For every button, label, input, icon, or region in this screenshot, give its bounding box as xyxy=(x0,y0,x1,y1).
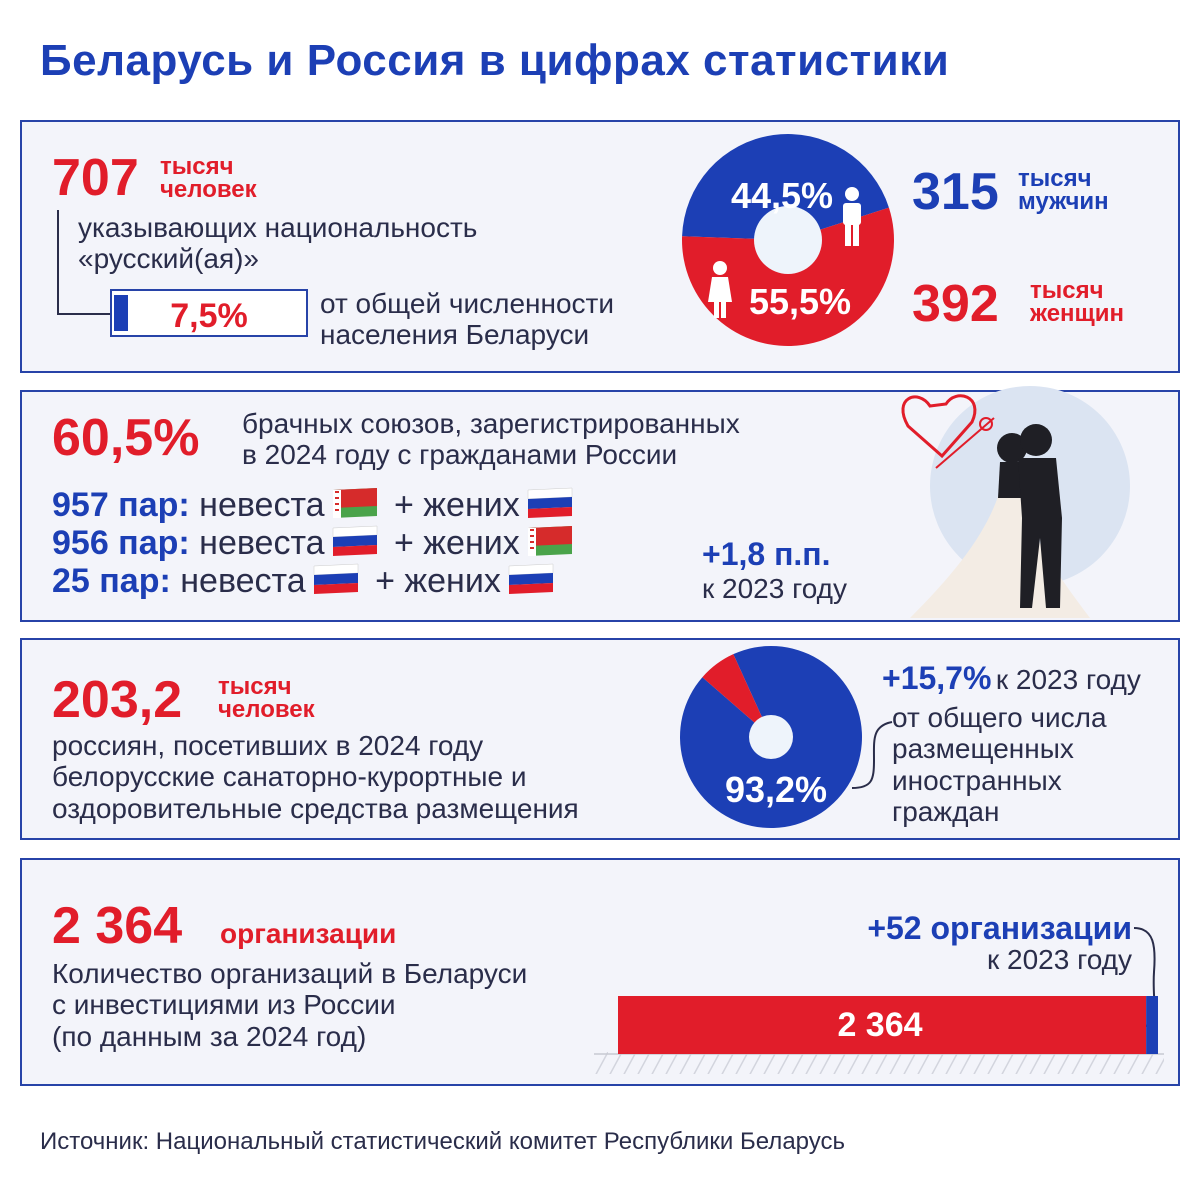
couple-row: 25 пар: невеста + жених xyxy=(52,562,580,600)
change-label: к 2023 году xyxy=(702,573,847,604)
bride-label: невеста xyxy=(180,562,306,600)
groom-label: + жених xyxy=(394,524,520,562)
pie-slice-women xyxy=(682,207,894,346)
change-value: +1,8 п.п. xyxy=(702,536,831,572)
bride-label: невеста xyxy=(199,524,325,562)
belarus-flag-icon xyxy=(524,524,576,558)
bar-increase-2024 xyxy=(1146,996,1158,1054)
russia-flag-icon xyxy=(310,562,362,596)
marriages-share: 60,5% xyxy=(52,409,200,467)
description-line: населения Беларуси xyxy=(320,319,590,351)
panel-tourism: 203,2 тысяч человек россиян, посетивших … xyxy=(20,638,1180,840)
russia-flag-icon xyxy=(524,486,576,520)
unit-line: человек xyxy=(218,695,315,723)
unit-line: тысяч xyxy=(1018,165,1092,192)
couple-row: 957 пар: невеста + жених xyxy=(52,486,580,524)
page-title: Беларусь и Россия в цифрах статистики xyxy=(40,36,950,85)
description-line: «русский(ая)» xyxy=(78,243,260,275)
couple-count: 25 пар: xyxy=(52,562,171,600)
change-label: к 2023 году xyxy=(995,664,1141,695)
description-line: брачных союзов, зарегистрированных xyxy=(242,408,740,439)
description-line: россиян, посетивших в 2024 году xyxy=(52,730,484,761)
bar-value-label: 2 364 xyxy=(837,1006,922,1044)
couple-row: 956 пар: невеста + жених xyxy=(52,524,580,562)
visitors-unit: тысяч человек xyxy=(218,673,315,723)
organizations-count: 2 364 xyxy=(52,897,183,955)
marriages-description: брачных союзов, зарегистрированных в 202… xyxy=(242,408,740,471)
groom-label: + жених xyxy=(394,486,520,524)
pie-callout-line xyxy=(851,721,893,789)
panel-nationality: 707 тысяч человек указывающих национальн… xyxy=(20,120,1180,373)
description-line: от общей численности xyxy=(320,288,614,319)
share-fill xyxy=(114,295,129,331)
men-count: 315 xyxy=(912,163,999,221)
note-line: граждан xyxy=(892,796,1000,828)
visitors-description: россиян, посетивших в 2024 году белорусс… xyxy=(52,730,579,824)
unit-line: человек xyxy=(160,175,257,203)
men-share-label: 44,5% xyxy=(731,175,833,216)
organizations-unit: организации xyxy=(220,918,397,949)
russians-count: 707 xyxy=(52,149,139,207)
tourism-change: +15,7% к 2023 году xyxy=(882,660,1141,697)
bar-base-2023 xyxy=(618,996,1147,1054)
change-value: +52 организации xyxy=(867,910,1132,946)
pie-center xyxy=(754,206,822,274)
russia-flag-icon xyxy=(329,524,381,558)
pie-slice-others xyxy=(702,654,771,737)
unit-line: женщин xyxy=(1030,299,1125,327)
men-unit: тысяч мужчин xyxy=(1018,165,1109,215)
panel-organizations: 2 364 организации Количество организаций… xyxy=(20,858,1180,1086)
description-line: оздоровительные средства размещения xyxy=(52,792,579,824)
organizations-change: +52 организации к 2023 году xyxy=(867,912,1132,975)
unit-line: тысяч xyxy=(160,153,234,180)
change-label: к 2023 году xyxy=(987,944,1132,975)
russia-flag-icon xyxy=(505,562,557,596)
visitors-pie-chart: 93,2% xyxy=(680,646,862,828)
note-line: иностранных xyxy=(892,764,1062,796)
share-description: от общей численности населения Беларуси xyxy=(320,288,614,351)
bar-ground xyxy=(594,1052,1164,1074)
source-note: Источник: Национальный статистический ко… xyxy=(40,1128,845,1155)
man-icon xyxy=(843,187,861,246)
women-share-label: 55,5% xyxy=(749,281,851,322)
wedding-couple-icon xyxy=(901,386,1130,618)
couples-list: 957 пар: невеста + жених 956 пар: невест… xyxy=(52,486,580,600)
description-line: Количество организаций в Беларуси xyxy=(52,958,528,989)
share-value: 7,5% xyxy=(170,297,248,335)
description-line: указывающих национальность xyxy=(78,212,478,243)
description-line: (по данным за 2024 год) xyxy=(52,1020,367,1052)
unit-line: тысяч xyxy=(1030,277,1104,304)
description-line: в 2024 году с гражданами России xyxy=(242,439,678,471)
couple-count: 957 пар: xyxy=(52,486,190,524)
share-box: 7,5% xyxy=(110,289,308,337)
unit-line: мужчин xyxy=(1018,187,1109,215)
note-line: от общего числа xyxy=(892,702,1107,733)
woman-icon xyxy=(708,261,732,318)
organizations-description: Количество организаций в Беларуси с инве… xyxy=(52,958,527,1052)
couple-count: 956 пар: xyxy=(52,524,190,562)
pie-slice-men xyxy=(682,134,889,240)
tourism-note: от общего числа размещенных иностранных … xyxy=(892,702,1107,827)
russians-unit: тысяч человек xyxy=(160,153,257,203)
description-line: с инвестициями из России xyxy=(52,989,396,1021)
bride-label: невеста xyxy=(199,486,325,524)
organizations-bar-chart: 2 364 xyxy=(618,996,1158,1054)
groom-label: + жених xyxy=(375,562,501,600)
gender-pie-chart: 44,5% 55,5% xyxy=(682,134,894,346)
women-unit: тысяч женщин xyxy=(1030,277,1125,327)
visitors-share-label: 93,2% xyxy=(725,769,827,810)
pie-center xyxy=(749,715,793,759)
description-line: белорусские санаторно-курортные и xyxy=(52,761,527,793)
unit-line: тысяч xyxy=(218,673,292,700)
visitors-count: 203,2 xyxy=(52,671,183,729)
connector-line xyxy=(57,210,110,315)
russians-description: указывающих национальность «русский(ая)» xyxy=(78,212,477,275)
marriages-change: +1,8 п.п. к 2023 году xyxy=(702,536,847,604)
note-line: размещенных xyxy=(892,733,1074,765)
change-value: +15,7% xyxy=(882,660,992,696)
women-count: 392 xyxy=(912,275,999,333)
belarus-flag-icon xyxy=(329,486,381,520)
